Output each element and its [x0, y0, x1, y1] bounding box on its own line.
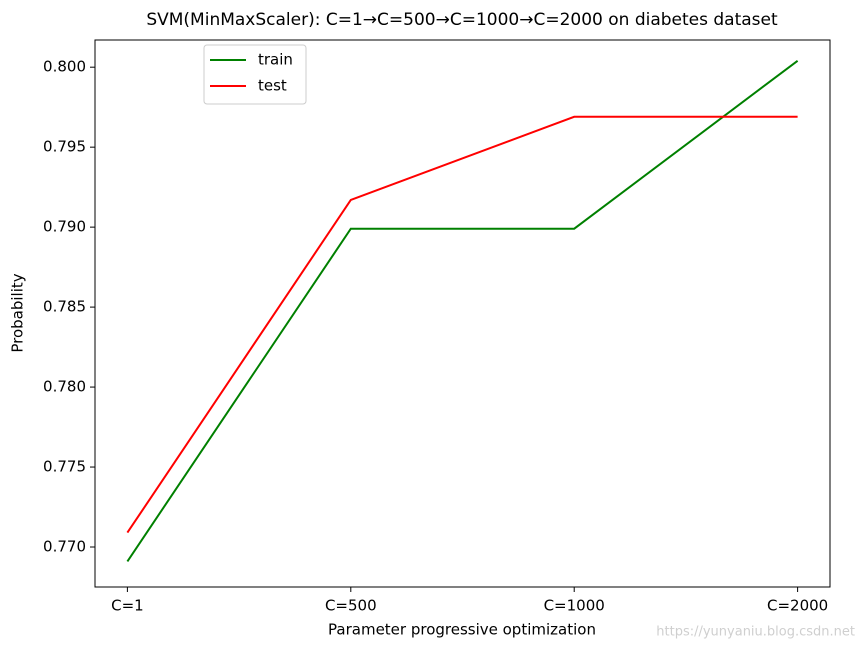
- watermark: https://yunyaniu.blog.csdn.net: [656, 625, 855, 640]
- x-tick-label: C=500: [325, 597, 377, 615]
- chart-title: SVM(MinMaxScaler): C=1→C=500→C=1000→C=20…: [146, 10, 778, 30]
- y-tick-label: 0.790: [43, 218, 86, 236]
- x-tick-label: C=1000: [544, 597, 605, 615]
- y-tick-label: 0.800: [43, 58, 86, 76]
- series-line: [126, 59, 799, 562]
- y-tick-label: 0.770: [43, 538, 86, 556]
- y-tick-label: 0.795: [43, 138, 86, 156]
- y-axis-label: Probability: [9, 273, 27, 352]
- x-tick-label: C=2000: [767, 597, 828, 615]
- x-tick-label: C=1: [111, 597, 144, 615]
- plot-frame: [94, 39, 831, 588]
- legend-label: train: [258, 51, 293, 69]
- legend-label: test: [258, 77, 287, 95]
- y-tick-label: 0.780: [43, 378, 86, 396]
- x-axis-label: Parameter progressive optimization: [328, 621, 596, 639]
- series-line: [126, 115, 798, 534]
- y-tick-label: 0.775: [43, 458, 86, 476]
- y-tick-label: 0.785: [43, 298, 86, 316]
